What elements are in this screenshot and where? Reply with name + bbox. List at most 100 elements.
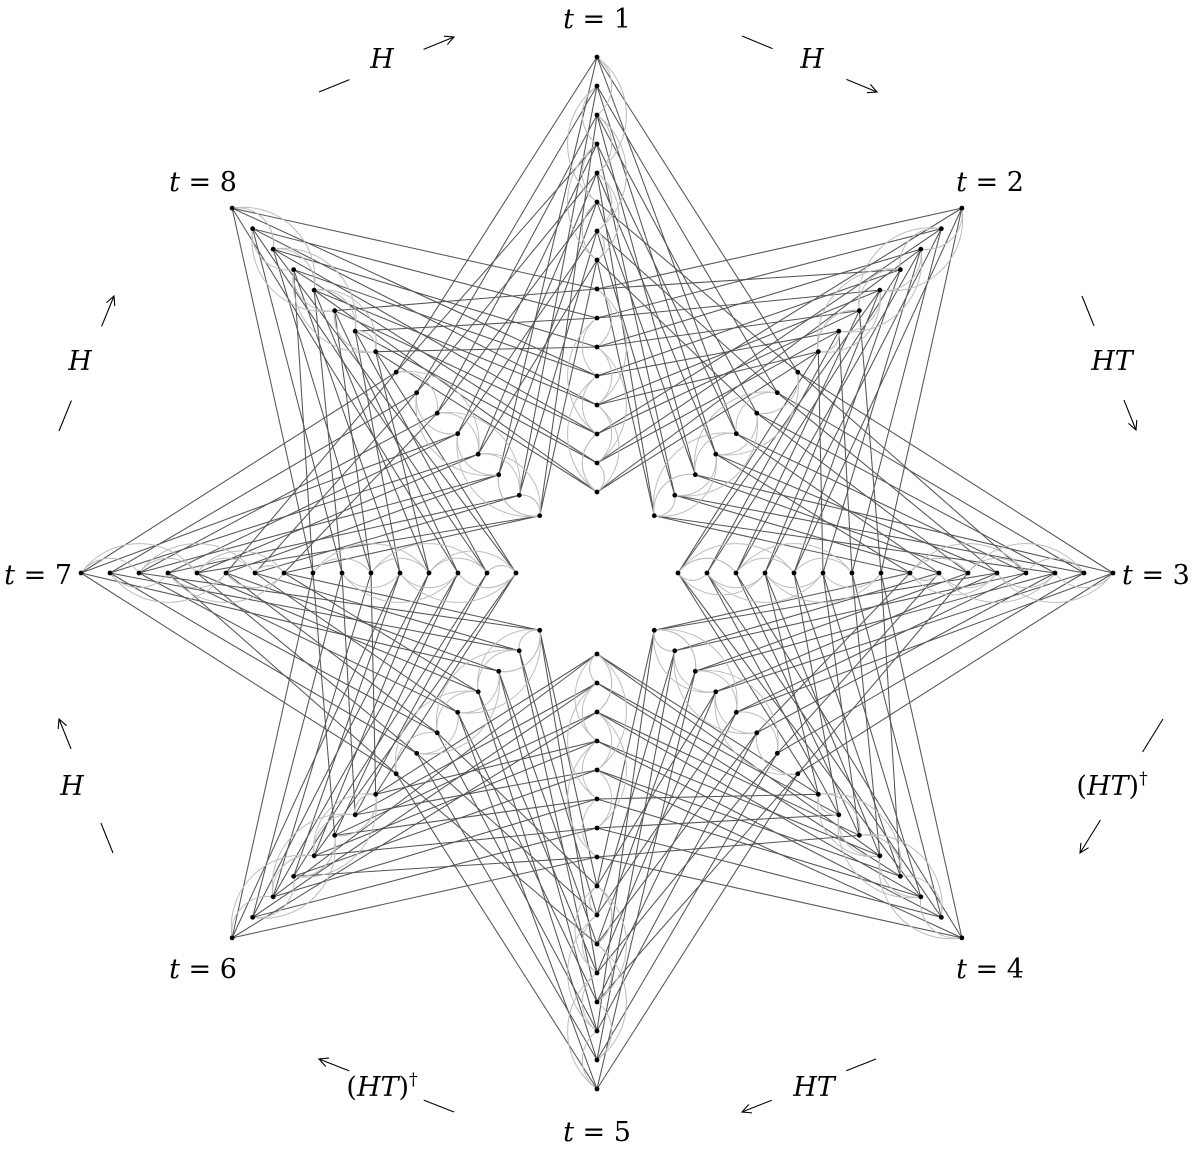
graph-edge [596, 712, 737, 1003]
graph-node [594, 402, 600, 408]
time-label: t = 5 [563, 1117, 631, 1148]
self-arc [581, 740, 598, 800]
graph-edge [498, 201, 598, 475]
graph-edge [138, 412, 438, 574]
time-eq: = [1133, 560, 1173, 591]
transition-arrow-tail [741, 35, 773, 50]
self-arc [967, 557, 1027, 574]
graph-edge [674, 494, 1085, 574]
self-arc [817, 268, 901, 352]
graph-node [594, 344, 600, 350]
graph-edge [596, 650, 676, 1061]
graph-edge [596, 732, 758, 945]
self-arc [596, 288, 613, 348]
self-arc [817, 309, 860, 352]
self-arc [518, 629, 540, 651]
self-arc [436, 690, 479, 733]
graph-edge [375, 740, 598, 795]
self-arc [909, 572, 940, 581]
graph-edge [596, 143, 737, 434]
self-arc [581, 143, 598, 203]
graph-edge [793, 572, 901, 877]
graph-node [594, 709, 600, 715]
graph-edge [167, 572, 397, 775]
graph-edge [334, 310, 598, 435]
self-arc [900, 875, 943, 918]
graph-edge [272, 572, 372, 898]
self-arc [567, 682, 598, 800]
graph-node [311, 853, 317, 859]
graph-edge [370, 572, 377, 795]
graph-edge [313, 740, 598, 857]
self-arc [341, 572, 459, 603]
graph-edge [596, 228, 942, 319]
transition-arrow-shaft [741, 1099, 773, 1113]
self-arc [272, 854, 315, 897]
graph-node [352, 328, 358, 334]
self-arc [920, 208, 963, 251]
graph-node [594, 738, 600, 744]
graph-edge [293, 269, 314, 574]
graph-edge [272, 572, 459, 898]
graph-node [594, 767, 600, 773]
graph-edge [596, 289, 881, 406]
graph-node [594, 970, 600, 976]
self-arc [293, 794, 377, 878]
self-arc [715, 413, 758, 456]
graph-edge [109, 572, 520, 652]
self-arc [478, 453, 541, 516]
graph-edge [225, 572, 499, 672]
self-arc [653, 630, 675, 652]
graph-edge [596, 172, 655, 516]
graph-edge [293, 572, 401, 877]
graph-edge [706, 572, 942, 918]
self-arc [313, 793, 376, 856]
self-arc [416, 712, 459, 755]
graph-node [594, 54, 600, 60]
graph-node [78, 570, 84, 576]
self-arc [1025, 557, 1085, 574]
self-arc [252, 835, 336, 919]
time-eq: = [15, 560, 55, 591]
graph-node [537, 513, 543, 519]
self-arc [574, 653, 598, 742]
self-arc [695, 669, 779, 754]
graph-edge [715, 453, 911, 574]
arrowhead-icon [866, 84, 879, 94]
graph-node [795, 369, 801, 375]
self-arc [677, 543, 795, 574]
graph-node [414, 750, 420, 756]
self-arc [437, 412, 480, 455]
self-arc [109, 572, 227, 603]
graph-edge [596, 259, 758, 414]
graph-node [938, 914, 944, 920]
self-arc [996, 572, 1114, 603]
self-arc [817, 794, 839, 816]
graph-node [434, 730, 440, 736]
self-arc [486, 565, 517, 574]
graph-node [426, 570, 432, 576]
self-arc [581, 317, 598, 377]
time-eq: = [180, 167, 220, 198]
graph-edge [498, 56, 598, 475]
graph-node [994, 570, 1000, 576]
self-arc [581, 1030, 598, 1090]
self-arc [457, 572, 517, 589]
graph-edge [196, 572, 479, 693]
graph-edge [252, 827, 598, 918]
self-arc [254, 565, 285, 574]
time-var: t [563, 4, 574, 35]
graph-node [938, 226, 944, 232]
self-arc [899, 227, 942, 270]
self-arc [677, 557, 737, 574]
graph-edge [880, 572, 901, 877]
graph-node [594, 651, 600, 657]
time-num: 4 [1007, 954, 1024, 985]
arrowhead-icon [106, 294, 116, 307]
self-arc [694, 432, 737, 475]
self-arc [596, 114, 613, 174]
graph-edge [596, 228, 942, 464]
time-eq: = [967, 167, 1007, 198]
time-num: 5 [614, 1117, 631, 1148]
